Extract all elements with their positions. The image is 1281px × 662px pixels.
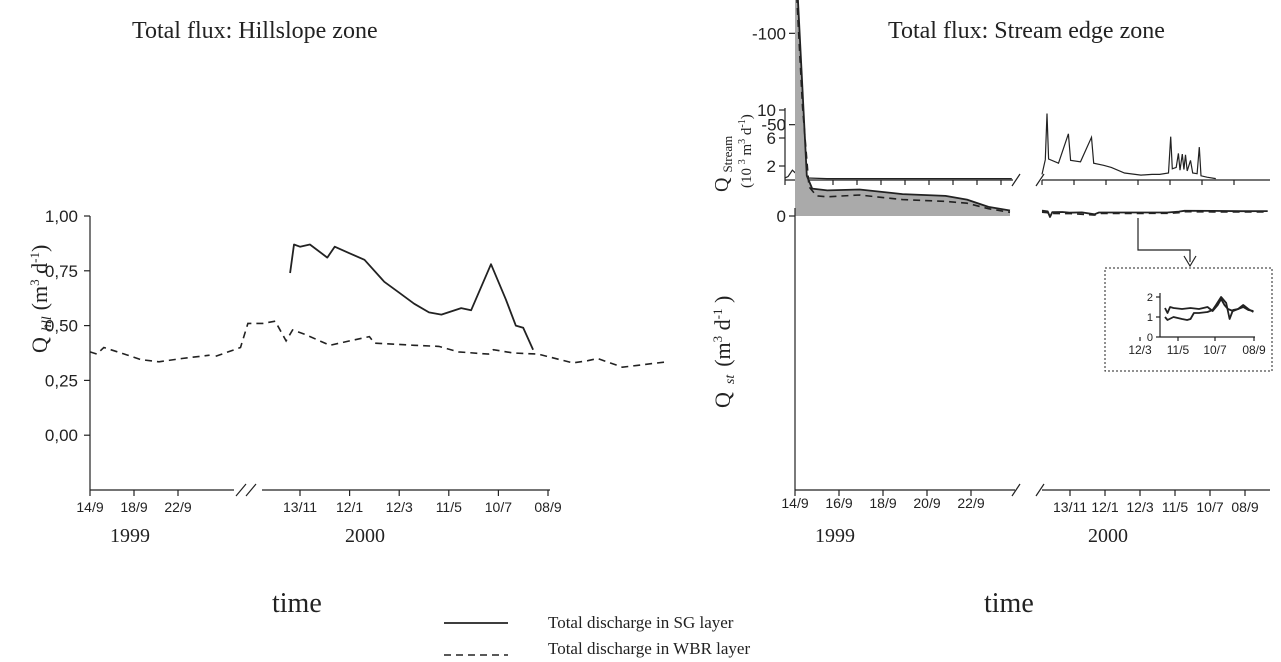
hillslope-axis-break-a [235,483,247,497]
hillslope-year-1999: 1999 [110,525,150,547]
stream-edge-x-tick-label: 11/5 [1162,499,1188,515]
svg-text:Qhll(m3 d-1): Qhll(m3 d-1) [27,245,55,353]
hillslope-x-ticks: 14/9 18/9 22/9 13/11 12/1 12/3 11/5 10/7 08/9 [76,490,562,515]
stream-edge-flux-chart: 0-50-100-150 14/916/918/920/922/913/1112… [710,0,1273,619]
inset-callout-line [1137,218,1191,262]
svg-text:Qst(m3 d-1 ): Qst(m3 d-1 ) [710,296,738,408]
stream-edge-x-tick-label: 18/9 [869,495,896,511]
hillslope-y-label: Qhll(m3 d-1) [27,245,55,353]
inset-series [1164,296,1254,321]
inset-series-1 [1164,296,1254,321]
hillslope-series-1999-dashed [89,346,210,363]
hillslope-x-tick-label: 14/9 [76,499,103,515]
hillslope-x-tick-label: 18/9 [120,499,147,515]
hillslope-year-2000: 2000 [345,525,385,547]
legend-solid-label: Total discharge in SG layer [548,613,734,632]
stream-edge-y-tick-label: -100 [752,24,786,43]
legend: Total discharge in SG layer Total discha… [444,613,750,658]
inset-chart: 2 1 012/3 11/5 10/7 08/9 [1104,267,1273,372]
stream-edge-y-ticks: 0-50-100-150 [752,24,795,226]
hillslope-series [89,243,668,369]
stream-y-label: QStream (10 3 m3 d-1) [711,114,755,192]
hillslope-x-tick-label: 12/3 [386,499,413,515]
stream-edge-x-label: time [984,588,1034,619]
hillslope-x-tick-label: 11/5 [436,499,462,515]
stream-y-ticks: 10 6 2 [757,101,785,176]
stream-edge-x-ticks: 14/9 16/9 18/9 20/9 22/9 13/11 12/1 12/3 11/5 10/… [781,490,1259,515]
stream-edge-x-tick-label: 12/1 [1091,499,1118,515]
stream-edge-x-tick-label: 12/3 [1126,499,1153,515]
stream-edge-axis-break-a [1011,483,1021,497]
stream-x-ticks [784,180,1235,185]
stream-edge-y-tick-label: -50 [761,116,786,135]
stream-edge-x-tick-label: 10/7 [1196,499,1223,515]
stream-edge-x-tick-label: 14/9 [781,495,808,511]
hillslope-chart: 1,00 0,75 0,50 0,25 0,00 14/9 18/9 22/9 13/11 12… [27,207,668,619]
inset-y-tick-label: 2 [1147,292,1153,304]
stream-edge-x-tick-label: 13/11 [1053,499,1087,515]
hillslope-series-2000-solid [289,243,534,351]
hillslope-x-tick-label: 13/11 [283,499,317,515]
inset-ticks: 2 1 012/3 11/5 10/7 08/9 [1128,292,1266,357]
stream-edge-x-tick-label: 16/9 [825,495,852,511]
stream-edge-x-tick-label: 20/9 [913,495,940,511]
legend-dashed-label: Total discharge in WBR layer [548,639,750,658]
inset-y-tick-label: 1 [1147,312,1153,324]
hillslope-x-label: time [272,588,322,619]
stream-axis-break-b [1035,173,1045,187]
hillslope-y-tick-label: 0,50 [45,317,78,336]
stream-edge-y-tick-label: 0 [777,207,786,226]
hillslope-y-tick-label: 1,00 [45,207,78,226]
svg-text:(10 3 m3 d-1): (10 3 m3 d-1) [737,114,755,188]
inset-callout-arrowhead [1183,255,1197,268]
stream-edge-axis-break-b [1035,483,1045,497]
stream-edge-x-tick-label: 22/9 [957,495,984,511]
hillslope-x-tick-label: 12/1 [336,499,363,515]
stream-edge-series-1999-dashed [796,0,1011,214]
stream-edge-y-label: Qst(m3 d-1 ) [710,296,738,408]
stream-series [784,113,1216,180]
stream-axis-break [1011,173,1021,187]
title-hillslope: Total flux: Hillslope zone [132,18,378,44]
hillslope-x-tick-label: 22/9 [164,499,191,515]
hillslope-series-2000-dashed [215,320,668,369]
stream-y-tick-label: 6 [767,129,776,148]
hillslope-y-tick-label: 0,25 [45,371,78,390]
stream-edge-shaded-area [795,0,1010,216]
inset-y-tick-label: 0 [1147,332,1153,344]
hillslope-y-tick-label: 0,75 [45,262,78,281]
title-stream-edge: Total flux: Stream edge zone [888,18,1165,44]
stream-edge-year-1999: 1999 [815,525,855,547]
stream-series-2000 [1041,113,1216,180]
stream-y-tick-label: 2 [767,157,776,176]
stream-edge-year-2000: 2000 [1088,525,1128,547]
stream-discharge-chart: 10 6 2 QStream (10 3 m3 d-1) [711,101,1270,192]
stream-edge-series-2000-solid [1041,209,1268,218]
hillslope-x-tick-label: 08/9 [534,499,561,515]
hillslope-y-ticks: 1,00 0,75 0,50 0,25 0,00 [45,207,90,445]
inset-x-tick-label: 08/9 [1242,343,1266,357]
stream-series-1999 [784,169,1012,180]
inset-x-tick-label: 11/5 [1167,343,1190,357]
svg-text:QStream: QStream [711,136,735,192]
stream-edge-series [796,0,1268,218]
hillslope-x-tick-label: 10/7 [485,499,512,515]
hillslope-y-tick-label: 0,00 [45,426,78,445]
inset-x-tick-label: 12/3 [1128,343,1152,357]
stream-y-tick-label: 10 [757,101,776,120]
stream-edge-x-tick-label: 08/9 [1231,499,1258,515]
inset-x-tick-label: 10/7 [1203,343,1227,357]
hillslope-axis-break-b [245,483,257,497]
